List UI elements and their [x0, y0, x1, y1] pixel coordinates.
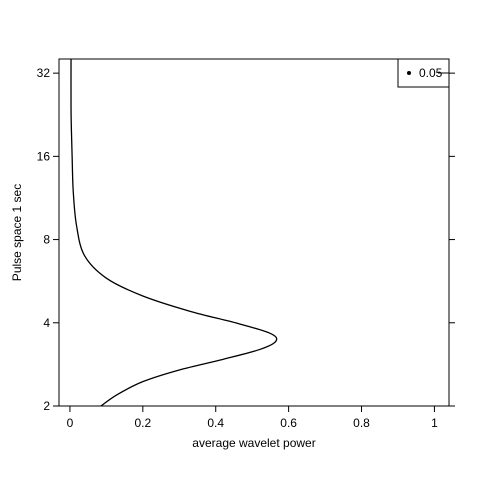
y-axis-label: Pulse space 1 sec — [10, 184, 24, 281]
x-tick-label: 0.4 — [207, 416, 224, 430]
x-axis: 0 0.2 0.4 0.6 0.8 1 — [67, 406, 438, 430]
x-tick-label: 1 — [431, 416, 438, 430]
x-axis-label: average wavelet power — [192, 436, 315, 450]
legend-label: 0.05 — [419, 66, 443, 80]
x-tick-label: 0.8 — [353, 416, 370, 430]
x-tick-label: 0.6 — [280, 416, 297, 430]
y-tick-label: 4 — [43, 316, 50, 330]
series-line — [70, 58, 278, 407]
x-tick-label: 0.2 — [134, 416, 151, 430]
y-tick-label: 8 — [43, 233, 50, 247]
plot-frame — [58, 58, 450, 407]
series-layer — [70, 58, 278, 407]
y-tick-label: 2 — [43, 399, 50, 413]
legend: 0.05 — [397, 58, 450, 88]
x-tick-label: 0 — [67, 416, 74, 430]
y-tick-label: 16 — [37, 149, 51, 163]
legend-point-symbol — [407, 71, 411, 75]
y-axis: 2 4 8 16 32 — [37, 66, 455, 413]
y-tick-label: 32 — [37, 66, 51, 80]
